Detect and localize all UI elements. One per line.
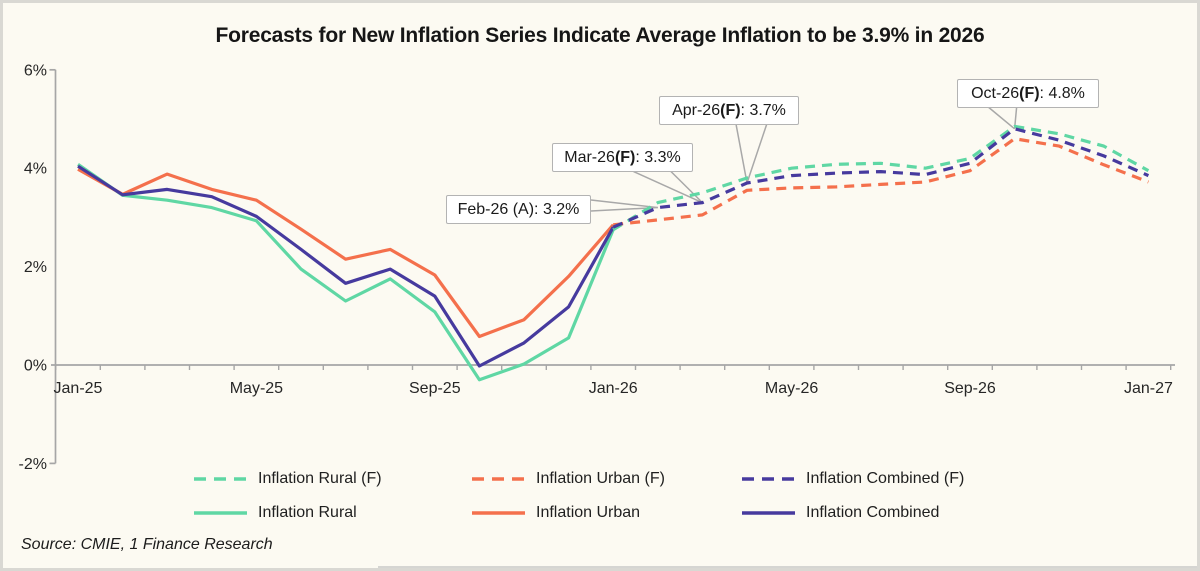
y-axis-label: -2% [19,456,47,473]
legend-label: Inflation Combined [806,504,940,521]
x-axis-label: Sep-26 [944,380,996,397]
legend-item-inflation-urban: Inflation Urban [471,503,640,523]
annotation-text: (F) [720,101,741,119]
annotation-text: : 4.8% [1039,84,1085,102]
legend-swatch [472,477,525,481]
chart-line-inflation-urban-f [613,137,1149,227]
x-axis-label: Jan-27 [1124,380,1173,397]
legend-item-inflation-rural: Inflation Rural [193,503,357,523]
legend-label: Inflation Rural (F) [258,470,382,487]
annotation-leader-line [746,123,768,184]
annotation-text: Oct-26 [971,84,1020,102]
annotation-text: (F) [1019,84,1040,102]
x-axis-label: Jan-25 [54,380,103,397]
annotation-text: Mar-26 [564,148,615,166]
legend-swatch [742,477,795,481]
x-axis-label: Sep-25 [409,380,461,397]
y-axis-label: 4% [24,161,47,178]
annotation-text: : 3.3% [635,148,681,166]
y-axis-label: 0% [24,358,47,375]
legend-item-inflation-combined-f: Inflation Combined (F) [741,469,964,489]
annotation-text: Apr-26 [672,101,721,119]
chart-line-inflation-rural-f [612,124,1150,232]
x-axis-label: May-25 [230,380,283,397]
legend-swatch [742,511,795,515]
legend-label: Inflation Urban (F) [536,470,665,487]
legend-item-inflation-rural-f: Inflation Rural (F) [193,469,382,489]
legend-label: Inflation Urban [536,504,641,521]
y-axis-label: 2% [24,259,47,276]
inflation-line-chart: 6% 4% 2% 0% -2% Jan-25 May-25 Sep-25 Jan-26 May-2… [19,62,1175,473]
legend-item-inflation-urban-f: Inflation Urban (F) [471,469,665,489]
y-axis-label: 6% [24,62,47,79]
legend-swatch [472,511,525,515]
annotation-text: Feb-26 (A): 3.2% [457,200,580,218]
annotation-callout: Apr-26 (F): 3.7% [659,96,799,125]
annotation-callout: Mar-26 (F): 3.3% [552,143,693,172]
window-bottom-edge [378,566,1197,568]
annotation-leader-line [987,106,1016,130]
legend-label: Inflation Combined (F) [806,470,965,487]
annotation-text: (F) [614,148,636,166]
chart-title: Forecasts for New Inflation Series Indic… [215,24,985,47]
chart-line-inflation-combined [77,164,615,368]
annotation-leader-line [590,199,658,209]
source-note: Source: CMIE, 1 Finance Research [21,536,273,553]
annotation-leader-line [632,170,703,204]
chart-line-inflation-rural [77,162,615,382]
annotation-callout: Feb-26 (A): 3.2% [446,195,591,224]
legend-label: Inflation Rural [258,504,357,521]
annotation-leader-line [669,170,703,204]
annotation-leader-line [735,123,748,184]
chart-line-inflation-combined-f [612,127,1150,229]
annotation-text: : 3.7% [740,101,786,119]
chart-line-inflation-urban [77,167,615,339]
legend-swatch [194,477,247,481]
annotation-callout: Oct-26 (F): 4.8% [957,79,1099,108]
legend-swatch [194,511,247,515]
x-axis-label: May-26 [765,380,818,397]
legend-item-inflation-combined: Inflation Combined [741,503,939,523]
x-axis-label: Jan-26 [589,380,638,397]
